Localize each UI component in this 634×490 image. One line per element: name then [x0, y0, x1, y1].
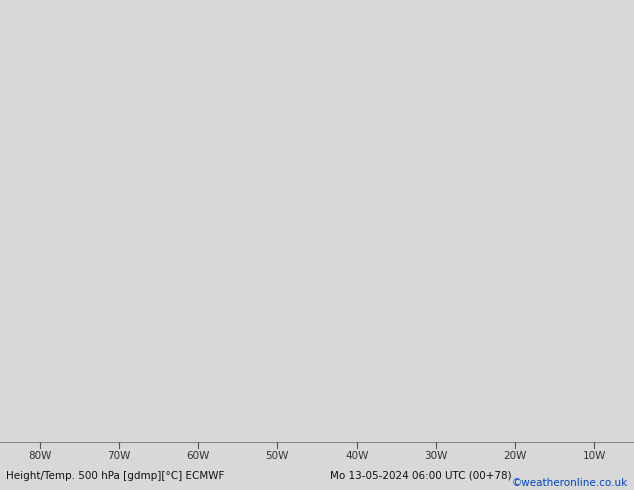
Text: Mo 13-05-2024 06:00 UTC (00+78): Mo 13-05-2024 06:00 UTC (00+78): [330, 470, 511, 481]
Text: 50W: 50W: [266, 451, 289, 461]
Text: 80W: 80W: [28, 451, 51, 461]
Text: 70W: 70W: [107, 451, 131, 461]
Text: 20W: 20W: [503, 451, 527, 461]
Text: Height/Temp. 500 hPa [gdmp][°C] ECMWF: Height/Temp. 500 hPa [gdmp][°C] ECMWF: [6, 470, 224, 481]
Text: ©weatheronline.co.uk: ©weatheronline.co.uk: [512, 478, 628, 488]
Text: 30W: 30W: [424, 451, 448, 461]
Text: 40W: 40W: [345, 451, 368, 461]
Text: 10W: 10W: [583, 451, 606, 461]
Text: 60W: 60W: [186, 451, 210, 461]
